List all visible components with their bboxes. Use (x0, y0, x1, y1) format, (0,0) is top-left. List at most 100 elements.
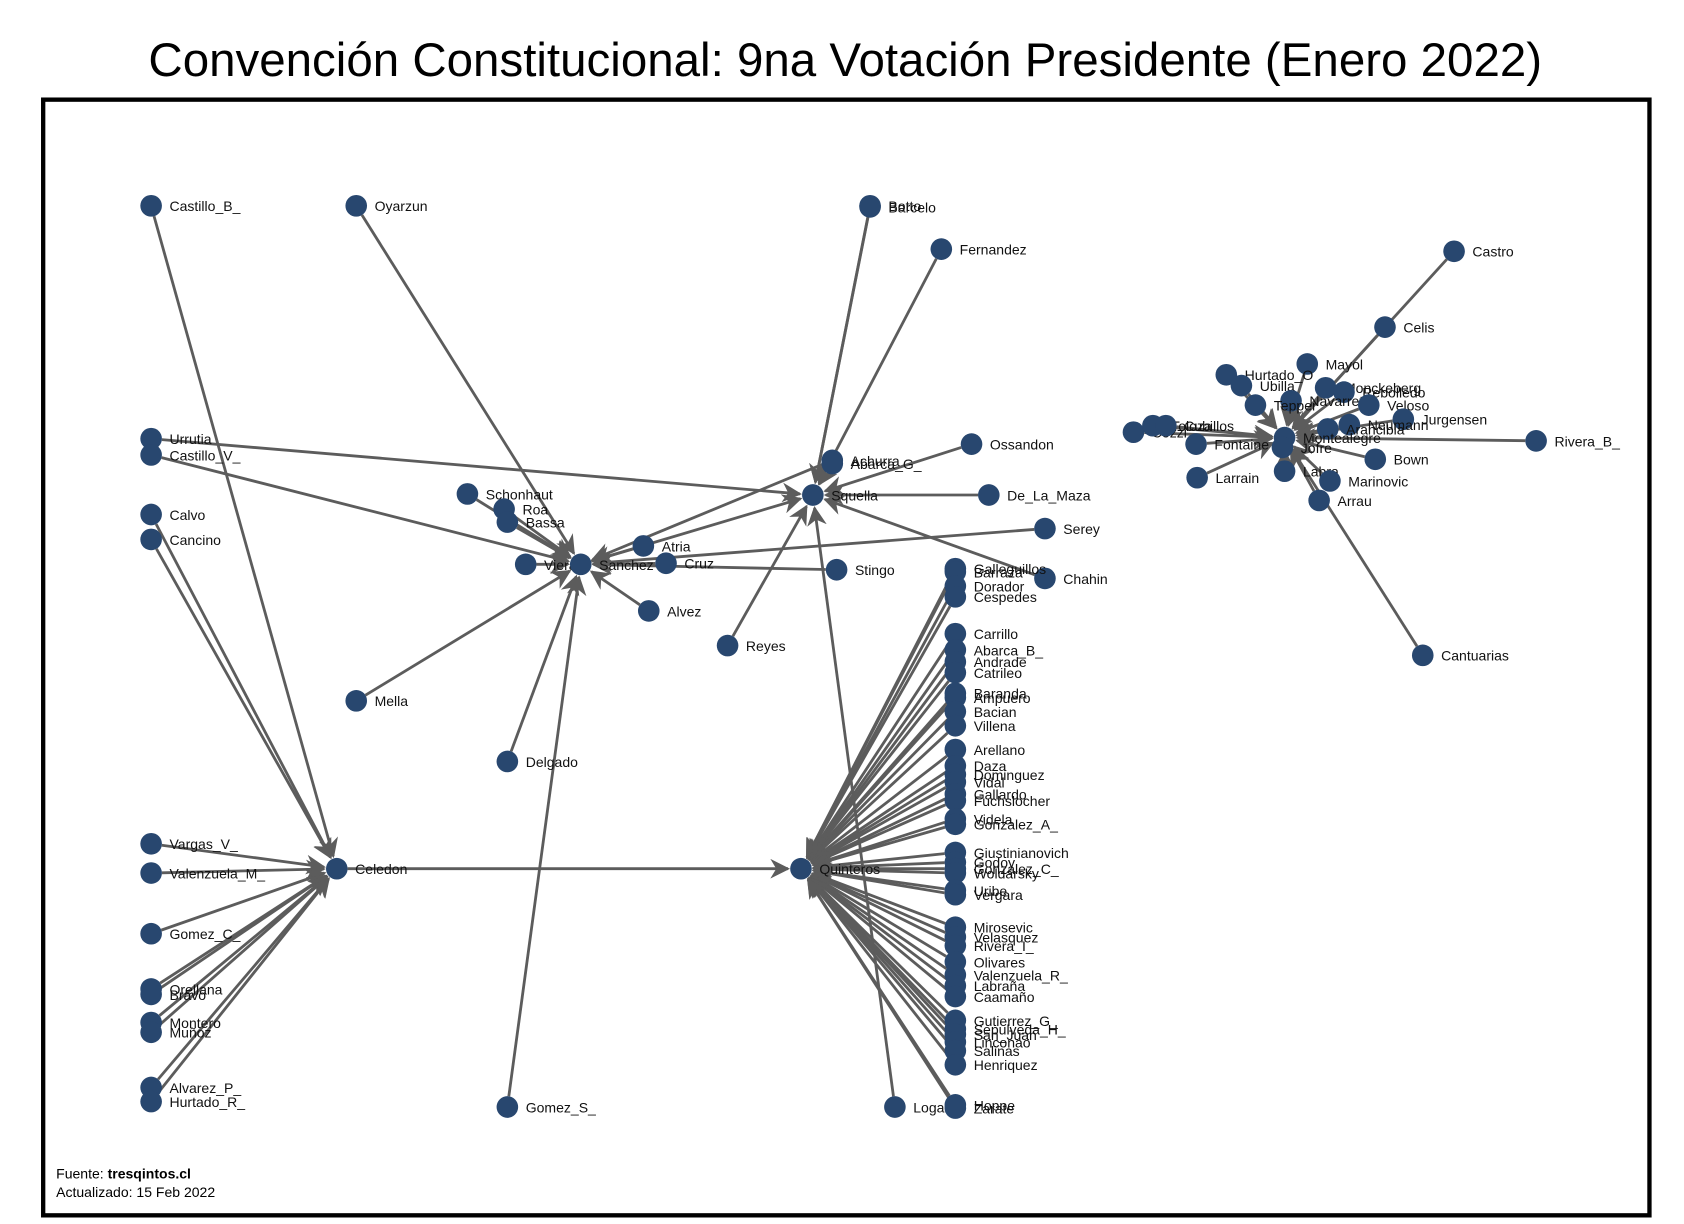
node-circle (716, 634, 739, 657)
node-Squella: Squella (802, 484, 878, 506)
edge-Gonzalez_A_-to-Quinteros (811, 825, 946, 870)
node-Rivera_I_: Rivera_I_ (944, 934, 1034, 957)
edge-Vargas_V_-to-Celedon (161, 843, 326, 875)
edge-Chahin-to-Squella (823, 496, 1036, 577)
node-circle (944, 883, 967, 906)
node-circle (944, 934, 967, 957)
node-label: Bacian (974, 704, 1017, 720)
node-label: Ubilla (1260, 378, 1295, 394)
node-circle (884, 1096, 906, 1118)
node-Quinteros: Quinteros (790, 857, 880, 880)
node-label: Daza (974, 758, 1007, 774)
node-label: Rebolledo (1362, 385, 1425, 401)
edge-Cantuarias-to-Montealegre (1290, 446, 1419, 647)
edge-Ossandon-to-Squella (823, 446, 962, 496)
node-label: Gonzalez_A_ (974, 817, 1058, 833)
edge-Gomez_S_-to-Sanchez (507, 575, 587, 1097)
node-circle (790, 857, 812, 880)
edge-Alvez-to-Sanchez (589, 570, 641, 606)
node-label: Jurgensen (1422, 412, 1487, 428)
node-label: Fernandez (960, 242, 1027, 258)
node-circle (1316, 418, 1339, 440)
node-label: Marinovic (1348, 473, 1408, 489)
node-label: Cruz (684, 556, 714, 572)
node-Celedon: Celedon (326, 857, 407, 880)
node-label: Valenzuela_R_ (974, 967, 1068, 983)
node-circle (825, 558, 848, 581)
edge-layer (152, 214, 1526, 1100)
node-Cruz: Cruz (655, 552, 714, 575)
edge-Muñoz-to-Celedon (158, 875, 329, 1027)
node-circle (978, 484, 1000, 506)
node-label: Quinteros (819, 861, 880, 877)
node-label: Castillo_V_ (169, 447, 240, 463)
node-circle (1034, 517, 1056, 540)
node-circle (944, 1053, 967, 1076)
node-circle (1338, 413, 1361, 436)
node-Cancino: Cancino (140, 528, 221, 551)
node-circle (496, 511, 519, 533)
edge-Godoy-to-Quinteros (811, 857, 945, 878)
node-Tepper: Tepper (1244, 394, 1317, 416)
node-circle (637, 600, 660, 622)
edge-Cespedes-to-Quinteros (806, 605, 952, 860)
node-Ubilla: Ubilla (1230, 374, 1295, 397)
node-label: San_Juan (974, 1027, 1037, 1043)
node-Neumann: Neumann (1338, 413, 1429, 436)
node-Celis: Celis (1374, 316, 1435, 338)
node-circle (944, 714, 967, 737)
node-label: Delgado (526, 754, 578, 770)
node-label: Gomez_S_ (526, 1099, 596, 1115)
node-circle (1443, 240, 1465, 263)
node-label: Viera (544, 557, 577, 573)
node-circle (140, 922, 162, 945)
edge-Olivares-to-Quinteros (810, 874, 947, 958)
node-circle (140, 194, 162, 217)
node-Catrileo: Catrileo (944, 661, 1022, 684)
node-circle (1314, 376, 1337, 399)
node-Rebolledo: Rebolledo (1333, 381, 1426, 403)
node-circle (1308, 489, 1330, 512)
node-circle (140, 862, 162, 884)
node-label: Vargas_V_ (169, 836, 238, 852)
node-label: Woldarsky (974, 865, 1039, 881)
node-circle (140, 1090, 162, 1113)
node-Schonhaut: Schonhaut (456, 483, 553, 505)
node-label: Bravo (169, 987, 206, 1003)
node-label: Valenzuela_M_ (169, 865, 265, 881)
node-Stingo: Stingo (825, 558, 895, 581)
node-label: Olivares (974, 954, 1025, 970)
node-Marinovic: Marinovic (1319, 470, 1408, 492)
edge-Mella-to-Sanchez (364, 569, 572, 697)
node-label: Arancibia (1346, 421, 1405, 437)
footer-source: Fuente: tresqintos.cl (56, 1165, 191, 1181)
edge-Bown-to-Montealegre (1295, 435, 1366, 459)
node-Veloso: Veloso (1357, 394, 1429, 416)
node-label: Giustinianovich (974, 845, 1069, 861)
node-circle (1215, 363, 1238, 386)
node-Sanchez: Sanchez (569, 553, 654, 576)
edge-Hurtado_R_-to-Celedon (156, 877, 330, 1095)
node-circle (1357, 394, 1380, 416)
node-circle (1374, 316, 1396, 338)
node-label: Cubillos (1184, 418, 1234, 434)
node-circle (345, 689, 368, 712)
node-circle (496, 750, 519, 773)
node-label: Linconao (974, 1034, 1031, 1050)
node-label: Roa (522, 501, 548, 517)
edge-Daza-to-Quinteros (810, 770, 948, 863)
node-label: Barraza (974, 564, 1023, 580)
node-circle (1273, 460, 1296, 483)
node-label: Abarca_B_ (974, 642, 1044, 658)
node-Castro: Castro (1443, 240, 1514, 263)
node-label: Cantuarias (1441, 648, 1509, 664)
node-label: Chahin (1063, 571, 1107, 587)
node-circle (632, 535, 655, 557)
node-Ossandon: Ossandon (960, 433, 1054, 455)
node-label: Serey (1063, 521, 1100, 537)
node-circle (655, 552, 677, 575)
node-circle (944, 1097, 967, 1119)
node-label: Stingo (855, 562, 895, 578)
edge-Reyes-to-Squella (731, 504, 808, 637)
node-label: Botto (888, 198, 921, 214)
